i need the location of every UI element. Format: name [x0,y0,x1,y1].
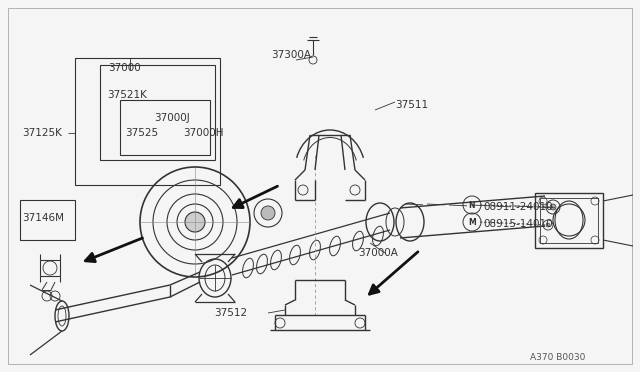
Text: 37300A: 37300A [271,50,311,60]
Text: 37000A: 37000A [358,248,398,258]
Text: A370 B0030: A370 B0030 [530,353,586,362]
Bar [540,198,598,243]
Bar [20,200,75,240]
Bar [535,193,603,248]
Text: 37125K: 37125K [22,128,62,138]
Text: 08915-14010: 08915-14010 [483,219,552,229]
Text: 37146M: 37146M [22,213,64,223]
Text: 37512: 37512 [214,308,247,318]
Text: 37521K: 37521K [107,90,147,100]
Text: M: M [468,218,476,227]
Text: 37525: 37525 [125,128,158,138]
Circle shape [185,212,205,232]
Circle shape [546,223,550,227]
Text: 37000J: 37000J [154,113,189,123]
Text: N: N [468,201,476,209]
Text: 37511: 37511 [395,100,428,110]
Bar [100,65,215,160]
Bar [120,100,210,155]
Bar [75,58,220,185]
Text: 37000: 37000 [108,63,141,73]
Text: 08911-24010: 08911-24010 [483,202,552,212]
Circle shape [550,204,556,210]
Text: 37000H: 37000H [183,128,223,138]
Circle shape [261,206,275,220]
